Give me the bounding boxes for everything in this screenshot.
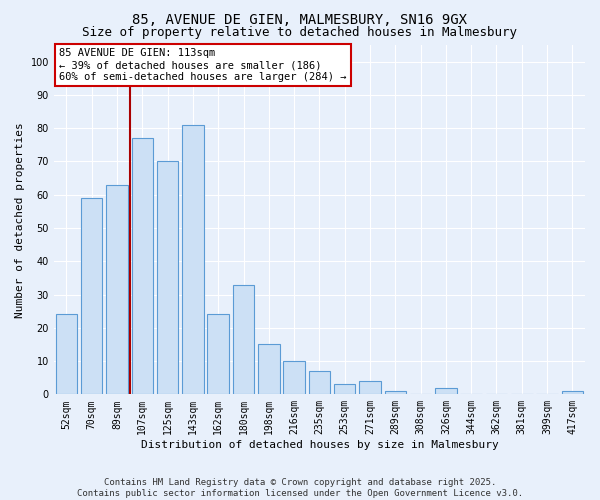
Bar: [131, 138, 153, 394]
Bar: [81, 198, 103, 394]
Text: Contains HM Land Registry data © Crown copyright and database right 2025.
Contai: Contains HM Land Registry data © Crown c…: [77, 478, 523, 498]
Bar: [106, 184, 128, 394]
Bar: [283, 361, 305, 394]
Bar: [157, 162, 178, 394]
Bar: [308, 371, 330, 394]
Bar: [182, 125, 203, 394]
Text: 85 AVENUE DE GIEN: 113sqm
← 39% of detached houses are smaller (186)
60% of semi: 85 AVENUE DE GIEN: 113sqm ← 39% of detac…: [59, 48, 347, 82]
Bar: [562, 391, 583, 394]
Bar: [258, 344, 280, 395]
Bar: [56, 314, 77, 394]
Text: Size of property relative to detached houses in Malmesbury: Size of property relative to detached ho…: [83, 26, 517, 39]
Bar: [385, 391, 406, 394]
Bar: [233, 284, 254, 395]
X-axis label: Distribution of detached houses by size in Malmesbury: Distribution of detached houses by size …: [140, 440, 498, 450]
Bar: [334, 384, 355, 394]
Bar: [359, 381, 381, 394]
Text: 85, AVENUE DE GIEN, MALMESBURY, SN16 9GX: 85, AVENUE DE GIEN, MALMESBURY, SN16 9GX: [133, 12, 467, 26]
Bar: [208, 314, 229, 394]
Y-axis label: Number of detached properties: Number of detached properties: [15, 122, 25, 318]
Bar: [435, 388, 457, 394]
